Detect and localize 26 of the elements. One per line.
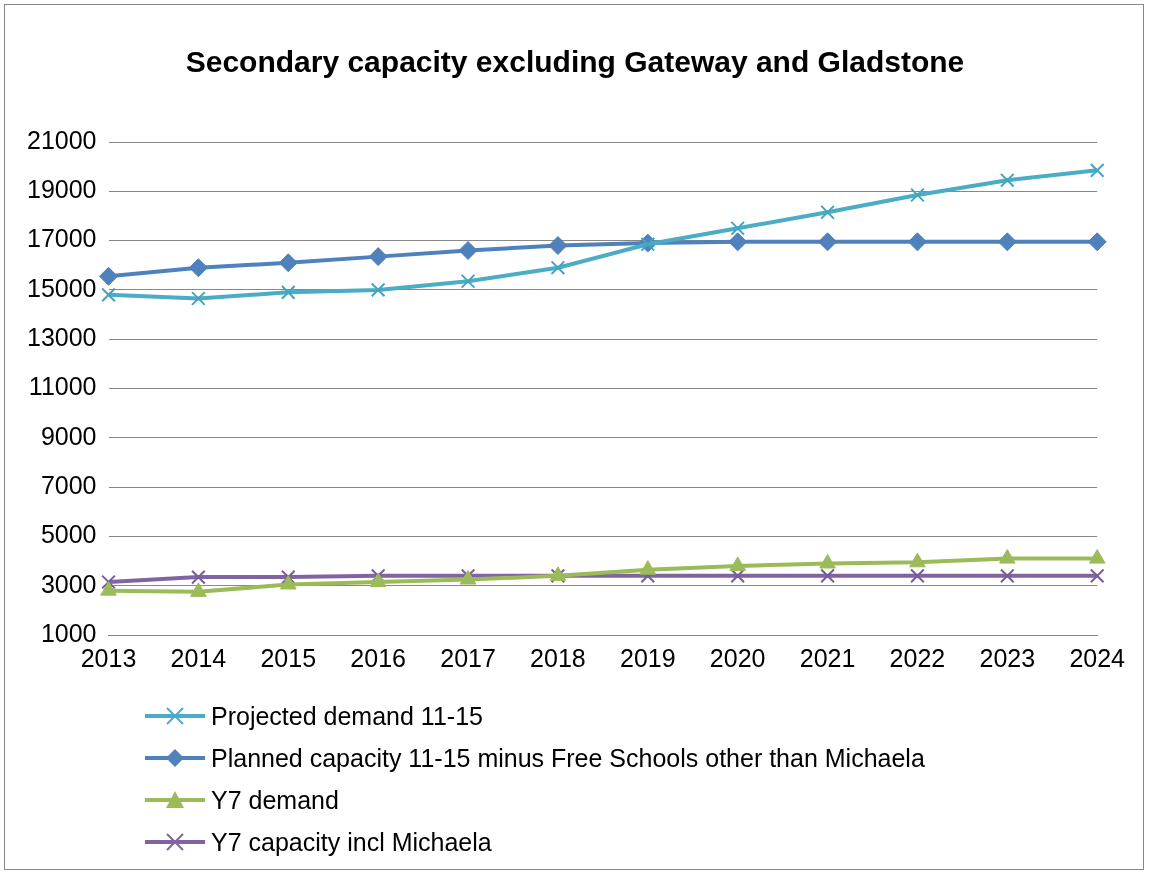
legend-label: Y7 capacity incl Michaela [211, 827, 492, 857]
chart-title: Secondary capacity excluding Gateway and Gladstone [184, 45, 966, 79]
y-tick-label: 3000 [40, 569, 97, 598]
legend-label: Y7 demand [211, 785, 339, 815]
legend-label: Planned capacity 11-15 minus Free Schools other than Michaela [211, 743, 925, 773]
legend-label: Projected demand 11-15 [211, 701, 483, 731]
y-tick-label: 9000 [40, 421, 97, 450]
x-tick-label: 2016 [350, 643, 406, 672]
y-tick-label: 17000 [26, 224, 97, 253]
x-tick-label: 2018 [530, 643, 586, 672]
x-tick-label: 2021 [799, 643, 856, 672]
y-tick-label: 21000 [26, 125, 97, 154]
x-tick-label: 2015 [260, 643, 317, 672]
y-tick-label: 5000 [40, 520, 97, 549]
y-tick-label: 19000 [26, 175, 97, 204]
x-tick-label: 2023 [979, 643, 1036, 672]
x-tick-label: 2017 [440, 643, 496, 672]
x-tick-label: 2014 [170, 643, 227, 672]
y-tick-label: 7000 [40, 470, 97, 499]
y-tick-label: 15000 [26, 273, 97, 302]
y-tick-label: 13000 [26, 323, 97, 352]
x-tick-label: 2022 [889, 643, 946, 672]
x-tick-label: 2019 [619, 643, 676, 672]
x-tick-label: 2020 [709, 643, 766, 672]
x-tick-label: 2024 [1069, 643, 1126, 672]
y-tick-label: 11000 [28, 372, 97, 401]
